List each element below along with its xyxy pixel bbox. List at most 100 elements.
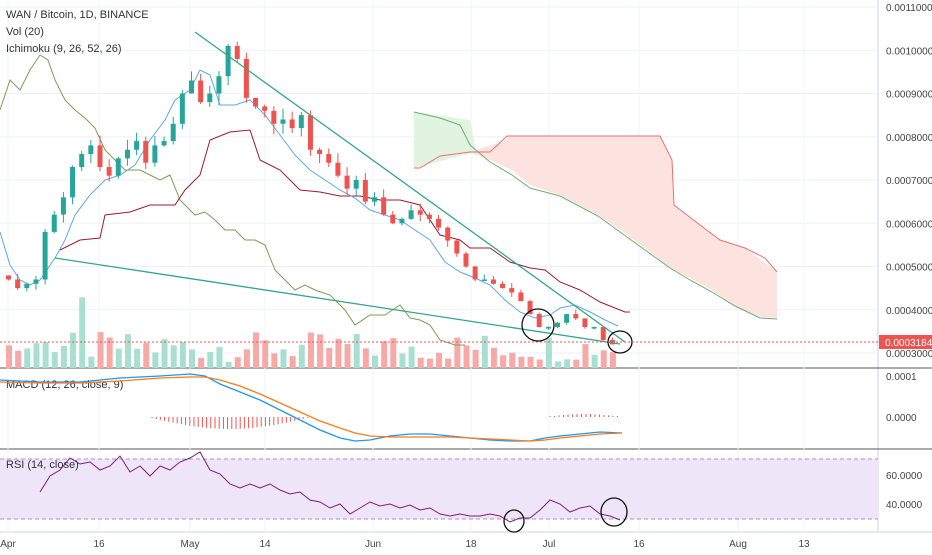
candle[interactable] [445,226,451,247]
candle[interactable] [417,203,423,222]
candle[interactable] [436,214,442,231]
candlesticks[interactable] [6,41,615,345]
candle[interactable] [124,139,130,166]
candle[interactable] [509,283,515,298]
trendline-lower[interactable] [54,257,621,345]
candle[interactable] [198,73,204,104]
price-tick-label: 0.0003000 [886,349,932,360]
volume-bar [555,361,561,368]
candle[interactable] [51,210,57,234]
candle[interactable] [545,326,551,330]
volume-bar [143,342,150,368]
candle[interactable] [399,217,405,226]
candle[interactable] [390,210,396,225]
candle[interactable] [481,274,487,281]
candle[interactable] [307,110,313,156]
candle[interactable] [189,71,194,94]
candle[interactable] [24,283,30,292]
volume-bar [591,354,598,368]
volume-bar [24,348,31,368]
candle[interactable] [262,104,268,118]
candle[interactable] [234,41,240,63]
rsi-annotation-circle-2[interactable] [600,497,628,527]
candle[interactable] [134,132,140,156]
candle[interactable] [490,276,496,285]
candle[interactable] [88,139,94,164]
volume-bar [490,347,497,368]
candle[interactable] [344,167,350,195]
candle[interactable] [298,111,304,137]
candle[interactable] [271,106,277,135]
volume-bar [170,345,177,368]
volume-bar [454,337,461,368]
volume-bar [134,348,141,368]
candle[interactable] [555,321,560,329]
price-pane[interactable] [0,0,878,368]
chart-title: WAN / Bitcoin, 1D, BINANCE [6,9,149,21]
candle[interactable] [243,52,249,103]
candle[interactable] [353,175,359,196]
trendline-upper[interactable] [194,31,626,343]
candle[interactable] [381,189,387,216]
candle[interactable] [573,309,579,321]
price-axis[interactable]: 0.0011000 0.0010000 0.0009000 0.0008000 0.00… [886,3,932,360]
time-tick-label: May [181,539,200,550]
candle[interactable] [33,276,39,290]
candle[interactable] [289,111,295,134]
candle[interactable] [15,273,21,291]
candle[interactable] [362,173,368,205]
candle[interactable] [253,97,259,109]
volume-bar [15,350,22,368]
candle[interactable] [170,116,176,145]
candle[interactable] [60,191,66,223]
candle[interactable] [454,239,460,257]
volume-bar [362,348,369,368]
senkou-a-line [413,111,778,320]
chikou-span-line [0,54,465,346]
rsi-annotation-circle-1[interactable] [503,509,525,533]
candle[interactable] [582,318,588,329]
candle[interactable] [152,136,158,167]
volume-bar [481,335,488,368]
candle[interactable] [106,159,112,182]
time-tick-label: Apr [0,539,16,550]
candle[interactable] [115,156,121,179]
price-tick-label: 0.0008000 [886,133,932,144]
time-axis[interactable]: Apr 16 May 14 Jun 18 Jul 16 Aug 13 [0,539,810,550]
candle[interactable] [591,326,597,330]
volume-bar [307,332,314,368]
candle[interactable] [600,326,606,341]
candle[interactable] [42,229,48,285]
candle[interactable] [335,153,341,178]
candle[interactable] [6,275,11,281]
candle[interactable] [317,147,323,164]
volume-bar [70,332,77,368]
candle[interactable] [179,89,185,130]
candle[interactable] [143,136,149,170]
candle[interactable] [518,289,524,302]
volume-bar [326,347,333,368]
candle[interactable] [225,44,231,86]
candle[interactable] [527,299,533,315]
candle[interactable] [372,192,377,206]
candle[interactable] [280,108,286,134]
candle[interactable] [408,204,414,220]
candle[interactable] [500,281,506,289]
candle[interactable] [70,165,76,205]
candle[interactable] [207,85,213,107]
candle[interactable] [97,135,103,172]
annotation-circle-1[interactable] [521,308,555,342]
candle[interactable] [463,251,469,268]
candle[interactable] [536,312,542,328]
candle[interactable] [564,313,570,325]
candle[interactable] [216,71,222,106]
time-tick-label: Jun [365,539,381,550]
candle[interactable] [426,212,432,224]
volume-bar [381,341,388,368]
candle[interactable] [161,136,167,147]
volume-bar [289,355,296,368]
candle[interactable] [472,265,478,282]
candle[interactable] [326,148,332,168]
candle[interactable] [79,150,85,172]
volume-bar [390,338,397,368]
